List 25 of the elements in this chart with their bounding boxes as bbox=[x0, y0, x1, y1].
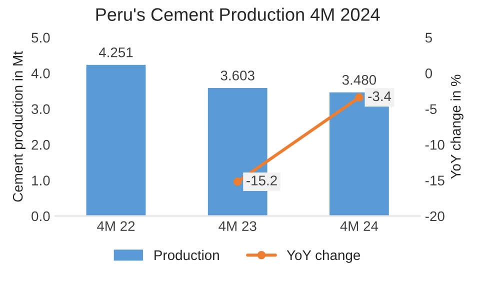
chart-title: Peru's Cement Production 4M 2024 bbox=[96, 8, 380, 21]
y2-tick-label: -10 bbox=[425, 140, 444, 150]
y-tick-label: 4.0 bbox=[31, 68, 50, 78]
y-tick-label: 5.0 bbox=[32, 32, 50, 43]
y-tick-label: 3.0 bbox=[32, 104, 50, 114]
y-tick-label: 2.0 bbox=[32, 140, 50, 150]
y2-tick-label: 5 bbox=[425, 32, 432, 43]
data-label: 3.480 bbox=[342, 74, 376, 85]
y2-tick-label: -20 bbox=[425, 211, 444, 222]
y2-tick-label: 0 bbox=[425, 68, 432, 78]
y2-axis-title: YoY change in % bbox=[450, 74, 464, 179]
data-label: -3.4 bbox=[368, 91, 392, 102]
x-tick-label: 4M 24 bbox=[340, 221, 378, 231]
data-label: 4.251 bbox=[98, 47, 133, 58]
legend-label: YoY change bbox=[286, 250, 360, 263]
y2-tick-label: -5 bbox=[425, 104, 437, 114]
y-tick-label: 1.0 bbox=[32, 176, 50, 186]
x-tick-label: 4M 22 bbox=[97, 221, 135, 231]
data-label: 3.603 bbox=[220, 70, 254, 80]
y2-tick-label: -15 bbox=[425, 176, 444, 186]
y-tick-label: 0.0 bbox=[32, 211, 50, 222]
y-axis-title: Cement production in Mt bbox=[12, 51, 26, 202]
data-label: -15.2 bbox=[246, 176, 277, 186]
x-tick-label: 4M 23 bbox=[218, 221, 256, 232]
legend-label: Production bbox=[154, 250, 219, 260]
